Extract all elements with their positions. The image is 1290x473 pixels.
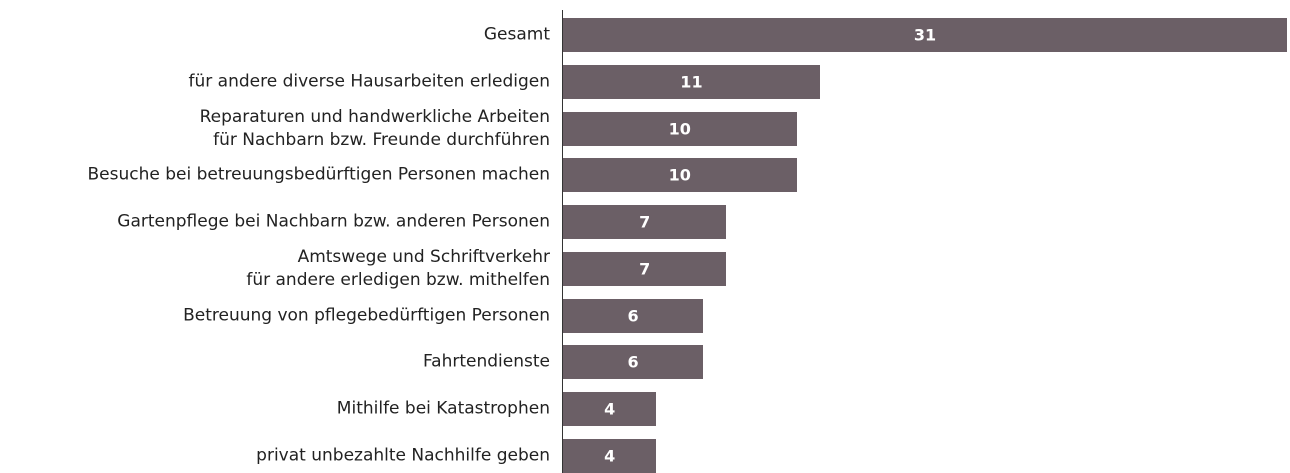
axis-line — [562, 10, 563, 473]
category-label: Gesamt — [483, 24, 550, 45]
category-label: Gartenpflege bei Nachbarn bzw. anderen P… — [117, 211, 550, 232]
value-label: 4 — [604, 399, 616, 419]
value-label: 10 — [668, 165, 691, 185]
category-label: für andere diverse Hausarbeiten erledige… — [188, 71, 551, 92]
bar — [563, 64, 820, 99]
category-label: Reparaturen und handwerkliche Arbeiten f… — [199, 106, 550, 150]
bar — [563, 18, 1287, 52]
bar — [563, 298, 704, 333]
category-label: Amtswege und Schriftverkehr für andere e… — [246, 246, 550, 290]
value-label: 7 — [639, 259, 651, 279]
value-label: 7 — [639, 212, 651, 232]
bar — [563, 158, 797, 193]
value-label: 10 — [668, 119, 691, 139]
category-label: Mithilfe bei Katastrophen — [336, 398, 550, 419]
category-label: Betreuung von pflegebedürftigen Personen — [183, 305, 550, 326]
bar — [563, 205, 727, 240]
category-label: privat unbezahlte Nachhilfe geben — [256, 445, 550, 466]
value-label: 6 — [627, 306, 639, 326]
bar — [563, 111, 797, 146]
value-label: 4 — [604, 446, 616, 466]
bar — [563, 392, 657, 427]
bar — [563, 345, 704, 380]
category-label: Fahrtendienste — [422, 351, 550, 372]
value-label: 11 — [680, 72, 703, 92]
bar — [563, 251, 727, 286]
bar — [563, 439, 657, 473]
category-label: Besuche bei betreuungsbedürftigen Person… — [87, 164, 550, 185]
value-label: 31 — [913, 25, 937, 45]
value-label: 6 — [627, 352, 639, 372]
